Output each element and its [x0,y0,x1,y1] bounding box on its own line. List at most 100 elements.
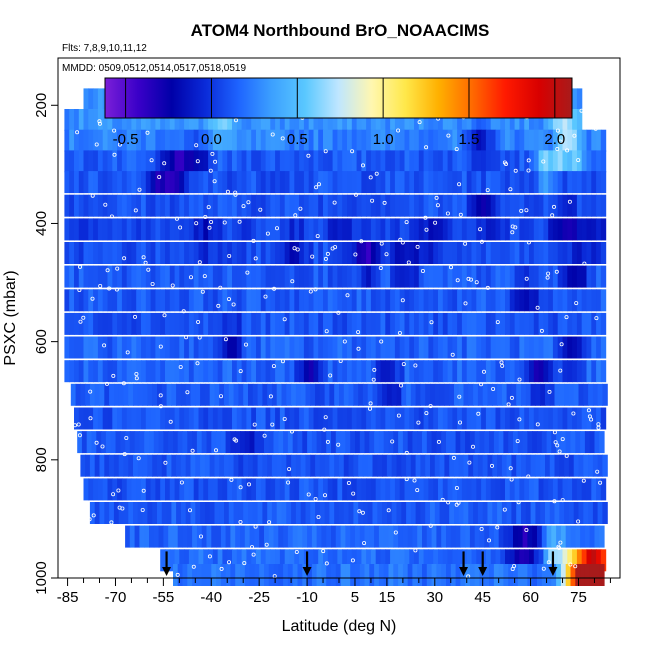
heatmap-cell [212,194,219,217]
heatmap-cell [581,242,588,264]
heatmap-cell [284,218,291,241]
heatmap-cell [198,478,204,501]
heatmap-cell [113,383,120,406]
sample-point [576,158,581,163]
heatmap-cell [254,525,260,548]
heatmap-cell [241,265,247,288]
heatmap-cell [359,431,366,454]
heatmap-cell [524,360,530,383]
heatmap-cell [548,171,554,194]
heatmap-cell [112,218,118,241]
heatmap-cell [222,312,228,335]
heatmap-cell [133,383,139,406]
heatmap-cell [383,564,390,586]
heatmap-cell [347,360,353,383]
sample-point [226,560,231,565]
heatmap-cell [195,454,201,477]
heatmap-cell [212,218,219,241]
heatmap-cell [434,383,441,406]
x-tick-label: -10 [296,589,318,606]
heatmap-cell [192,525,198,548]
heatmap-cell [289,360,295,383]
sample-point [109,520,114,525]
heatmap-cell [158,525,164,548]
heatmap-cell [169,129,176,152]
sample-point [336,442,341,447]
heatmap-cell [265,478,271,501]
heatmap-cell [64,171,70,194]
heatmap-cell [351,194,358,217]
heatmap-cell [485,407,492,430]
heatmap-cell [260,150,267,173]
heatmap-cell [466,218,473,241]
sample-point [560,437,565,442]
y-tick-label: 600 [33,329,50,354]
heatmap-cell [442,336,449,359]
heatmap-cell [184,407,190,430]
heatmap-cell [537,431,543,454]
heatmap-cell [83,312,89,335]
heatmap-cell [433,194,439,217]
heatmap-cell [291,502,297,524]
heatmap-cell [374,431,380,454]
heatmap-cell [580,525,586,548]
heatmap-cell [594,431,600,454]
heatmap-cell [538,312,544,335]
heatmap-cell [361,150,367,173]
sample-point [517,417,522,422]
heatmap-cell [117,265,123,288]
heatmap-cell [248,454,254,477]
heatmap-cell [332,360,338,383]
heatmap-cell [265,171,271,194]
heatmap-cell [117,194,123,217]
heatmap-cell [495,218,501,241]
sample-point [541,159,546,164]
heatmap-cell [347,109,353,131]
heatmap-cell [271,454,278,477]
heatmap-cell [279,407,286,430]
heatmap-cell [270,109,276,131]
heatmap-cell [294,194,300,217]
heatmap-cell [418,150,425,173]
heatmap-cell [588,454,594,477]
heatmap-cell [283,431,289,454]
heatmap-cell [222,289,228,312]
heatmap-cell [117,171,123,194]
heatmap-cell [121,265,128,288]
heatmap-cell [529,360,535,383]
heatmap-cell [572,289,578,312]
heatmap-cell [353,502,359,524]
heatmap-cell [241,109,247,131]
sample-point [401,362,406,367]
heatmap-cell [572,336,578,359]
heatmap-cell [107,150,113,173]
heatmap-cell [260,171,267,194]
heatmap-cell [327,336,334,359]
sample-point [353,192,358,197]
heatmap-cell [169,109,176,131]
heatmap-cell [533,360,540,383]
heatmap-cell [385,549,391,572]
heatmap-cell [498,431,505,454]
heatmap-cell [313,265,319,288]
heatmap-cell [150,360,156,383]
sample-point [114,287,119,292]
heatmap-cell [361,242,367,264]
heatmap-cell [232,336,238,359]
heatmap-cell [552,407,559,430]
heatmap-cell [517,431,524,454]
heatmap-cell [232,549,238,572]
heatmap-cell [394,109,401,131]
heatmap-cell [370,478,377,501]
heatmap-cell [279,129,286,152]
heatmap-cell [347,171,353,194]
heatmap-cell [323,549,329,572]
heatmap-cell [375,171,382,194]
heatmap-cell [562,549,568,572]
heatmap-cell [131,312,137,335]
heatmap-cell [394,171,401,194]
heatmap-cell [442,265,449,288]
sample-point [417,120,422,125]
heatmap-cell [102,194,109,217]
heatmap-cell [500,218,506,241]
